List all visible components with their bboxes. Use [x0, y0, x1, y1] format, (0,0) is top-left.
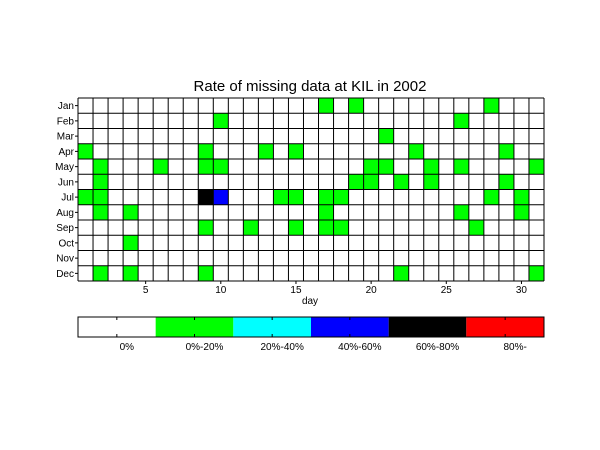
month-label-oct: Oct	[58, 238, 74, 249]
cell-aug-17	[318, 204, 334, 220]
cell-jul-1	[78, 189, 94, 205]
legend-label-3: 40%-60%	[338, 342, 381, 353]
day-tick-label-20: 20	[366, 285, 378, 296]
cell-jun-2	[93, 174, 109, 190]
cell-oct-4	[123, 235, 139, 251]
color-legend: 0% 0%-20% 20%-40% 40%-60% 60%-80% 80%-	[77, 316, 545, 353]
cell-sep-18	[333, 220, 349, 236]
legend-label-4: 60%-80%	[416, 342, 459, 353]
month-labels: Jan Feb Mar Apr May Jun Jul Aug Sep Oct Nov Dec	[55, 101, 78, 280]
month-label-aug: Aug	[56, 208, 74, 219]
cell-mar-21	[378, 128, 394, 144]
cell-jul-10	[213, 189, 229, 205]
legend-swatch-0	[78, 317, 156, 337]
legend-border	[77, 316, 545, 338]
cell-may-6	[153, 159, 169, 175]
cell-may-21	[378, 159, 394, 175]
legend-swatch-1	[155, 317, 234, 337]
day-tick-label-5: 5	[143, 285, 149, 296]
month-label-jun: Jun	[58, 177, 74, 188]
cell-jun-20	[363, 174, 379, 190]
cell-aug-2	[93, 204, 109, 220]
cell-may-31	[528, 159, 544, 175]
cell-feb-10	[213, 113, 229, 129]
cell-jul-18	[333, 189, 349, 205]
cell-jul-9	[198, 189, 214, 205]
cell-jun-19	[348, 174, 364, 190]
cell-dec-4	[123, 265, 139, 281]
cell-dec-2	[93, 265, 109, 281]
day-tick-label-25: 25	[441, 285, 453, 296]
legend-swatch-3	[311, 317, 389, 337]
month-label-apr: Apr	[58, 147, 74, 158]
cell-apr-1	[78, 143, 94, 159]
heatmap-cells	[78, 98, 544, 281]
day-tick-label-10: 10	[215, 285, 227, 296]
cell-jun-24	[423, 174, 439, 190]
legend-label-5: 80%-	[503, 342, 526, 353]
cell-may-2	[93, 159, 109, 175]
cell-sep-17	[318, 220, 334, 236]
cell-sep-12	[243, 220, 259, 236]
legend-swatch-2	[233, 317, 311, 337]
cell-may-20	[363, 159, 379, 175]
cell-may-10	[213, 159, 229, 175]
cell-apr-29	[498, 143, 514, 159]
cell-aug-30	[513, 204, 529, 220]
x-axis-label: day	[302, 296, 318, 307]
month-label-nov: Nov	[56, 254, 74, 265]
cell-jul-14	[273, 189, 289, 205]
cell-apr-9	[198, 143, 214, 159]
month-label-feb: Feb	[57, 116, 75, 127]
cell-apr-13	[258, 143, 274, 159]
cell-sep-9	[198, 220, 214, 236]
day-ticks: 5 10 15 20 25 30	[143, 281, 528, 296]
cell-aug-4	[123, 204, 139, 220]
legend-swatch-4	[388, 317, 467, 337]
legend-label-1: 0%-20%	[186, 342, 224, 353]
cell-apr-23	[408, 143, 424, 159]
month-label-dec: Dec	[56, 269, 74, 280]
legend-label-2: 20%-40%	[260, 342, 303, 353]
month-label-may: May	[55, 162, 74, 173]
month-label-mar: Mar	[57, 132, 75, 143]
cell-may-26	[453, 159, 469, 175]
day-tick-label-15: 15	[290, 285, 302, 296]
chart-title: Rate of missing data at KIL in 2002	[194, 78, 427, 95]
cell-dec-22	[393, 265, 409, 281]
cell-jul-30	[513, 189, 529, 205]
cell-jul-17	[318, 189, 334, 205]
cell-jan-17	[318, 98, 334, 114]
cell-jan-28	[483, 98, 499, 114]
cell-aug-26	[453, 204, 469, 220]
cell-apr-15	[288, 143, 304, 159]
heatmap-grid	[77, 97, 545, 282]
day-tick-label-30: 30	[516, 285, 528, 296]
cell-dec-9	[198, 265, 214, 281]
cell-sep-27	[468, 220, 484, 236]
cell-jun-29	[498, 174, 514, 190]
cell-may-24	[423, 159, 439, 175]
cell-jul-15	[288, 189, 304, 205]
cell-jan-19	[348, 98, 364, 114]
cell-jun-22	[393, 174, 409, 190]
cell-sep-15	[288, 220, 304, 236]
cell-feb-26	[453, 113, 469, 129]
cell-jul-2	[93, 189, 109, 205]
month-label-jul: Jul	[61, 193, 74, 204]
cell-may-9	[198, 159, 214, 175]
legend-label-0: 0%	[120, 342, 135, 353]
legend-swatch-5	[466, 317, 544, 337]
month-label-jan: Jan	[58, 101, 74, 112]
cell-dec-31	[528, 265, 544, 281]
cell-jul-28	[483, 189, 499, 205]
month-label-sep: Sep	[56, 223, 74, 234]
